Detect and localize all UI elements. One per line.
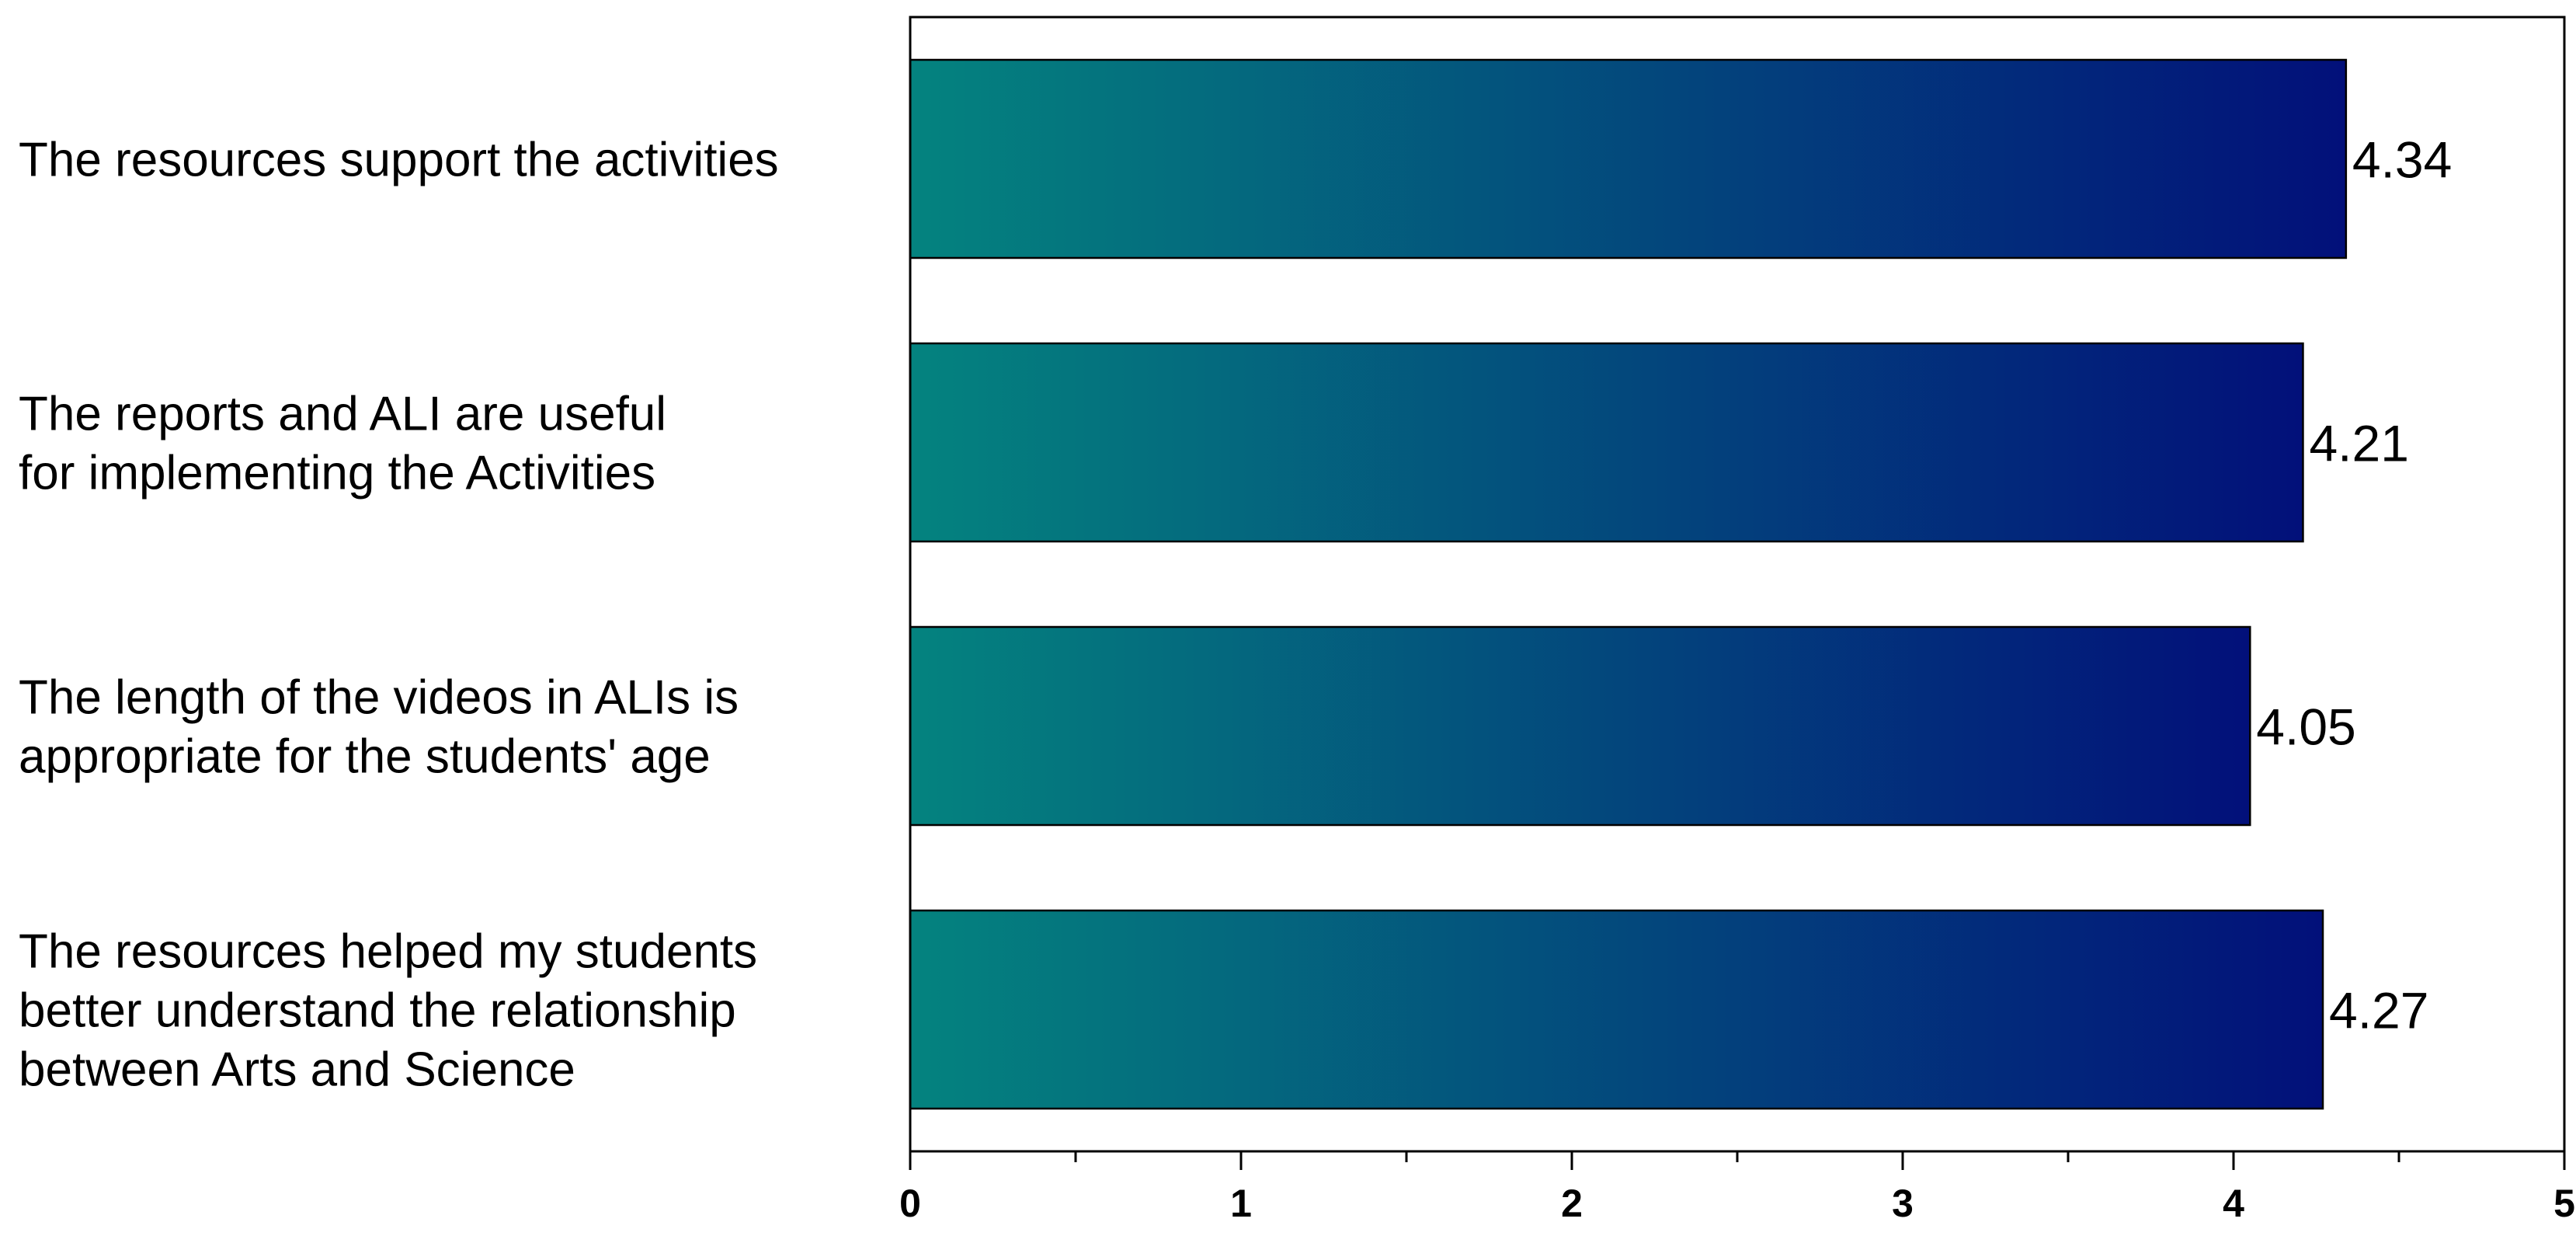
category-labels: The resources support the activities The …: [19, 134, 779, 1097]
x-tick-label-3: 3: [1892, 1182, 1914, 1225]
category-label-3: The length of the videos in ALIs is appro…: [19, 671, 739, 784]
bar-3: [909, 625, 2251, 827]
category-label-1: The resources support the activities: [19, 134, 779, 187]
bar-2: [909, 342, 2304, 543]
x-tick-label-4: 4: [2223, 1182, 2244, 1225]
category-label-4: The resources helped my students better u…: [19, 925, 757, 1097]
value-label-1: 4.34: [2352, 131, 2452, 189]
bar-4: [909, 909, 2324, 1110]
x-tick-label-0: 0: [899, 1182, 921, 1225]
category-label-2: The reports and ALI are useful for implem…: [19, 388, 666, 500]
bars-layer: [909, 58, 2348, 1110]
value-label-4: 4.27: [2329, 982, 2428, 1039]
value-label-2: 4.21: [2309, 415, 2408, 472]
bar-1: [909, 58, 2348, 259]
x-tick-label-2: 2: [1561, 1182, 1583, 1225]
x-tick-label-1: 1: [1230, 1182, 1252, 1225]
axis-frame: 0 1 2 3 4 5: [899, 16, 2575, 1225]
value-label-3: 4.05: [2256, 698, 2355, 756]
value-labels: 4.34 4.21 4.05 4.27: [2256, 131, 2452, 1039]
x-tick-label-5: 5: [2553, 1182, 2575, 1225]
